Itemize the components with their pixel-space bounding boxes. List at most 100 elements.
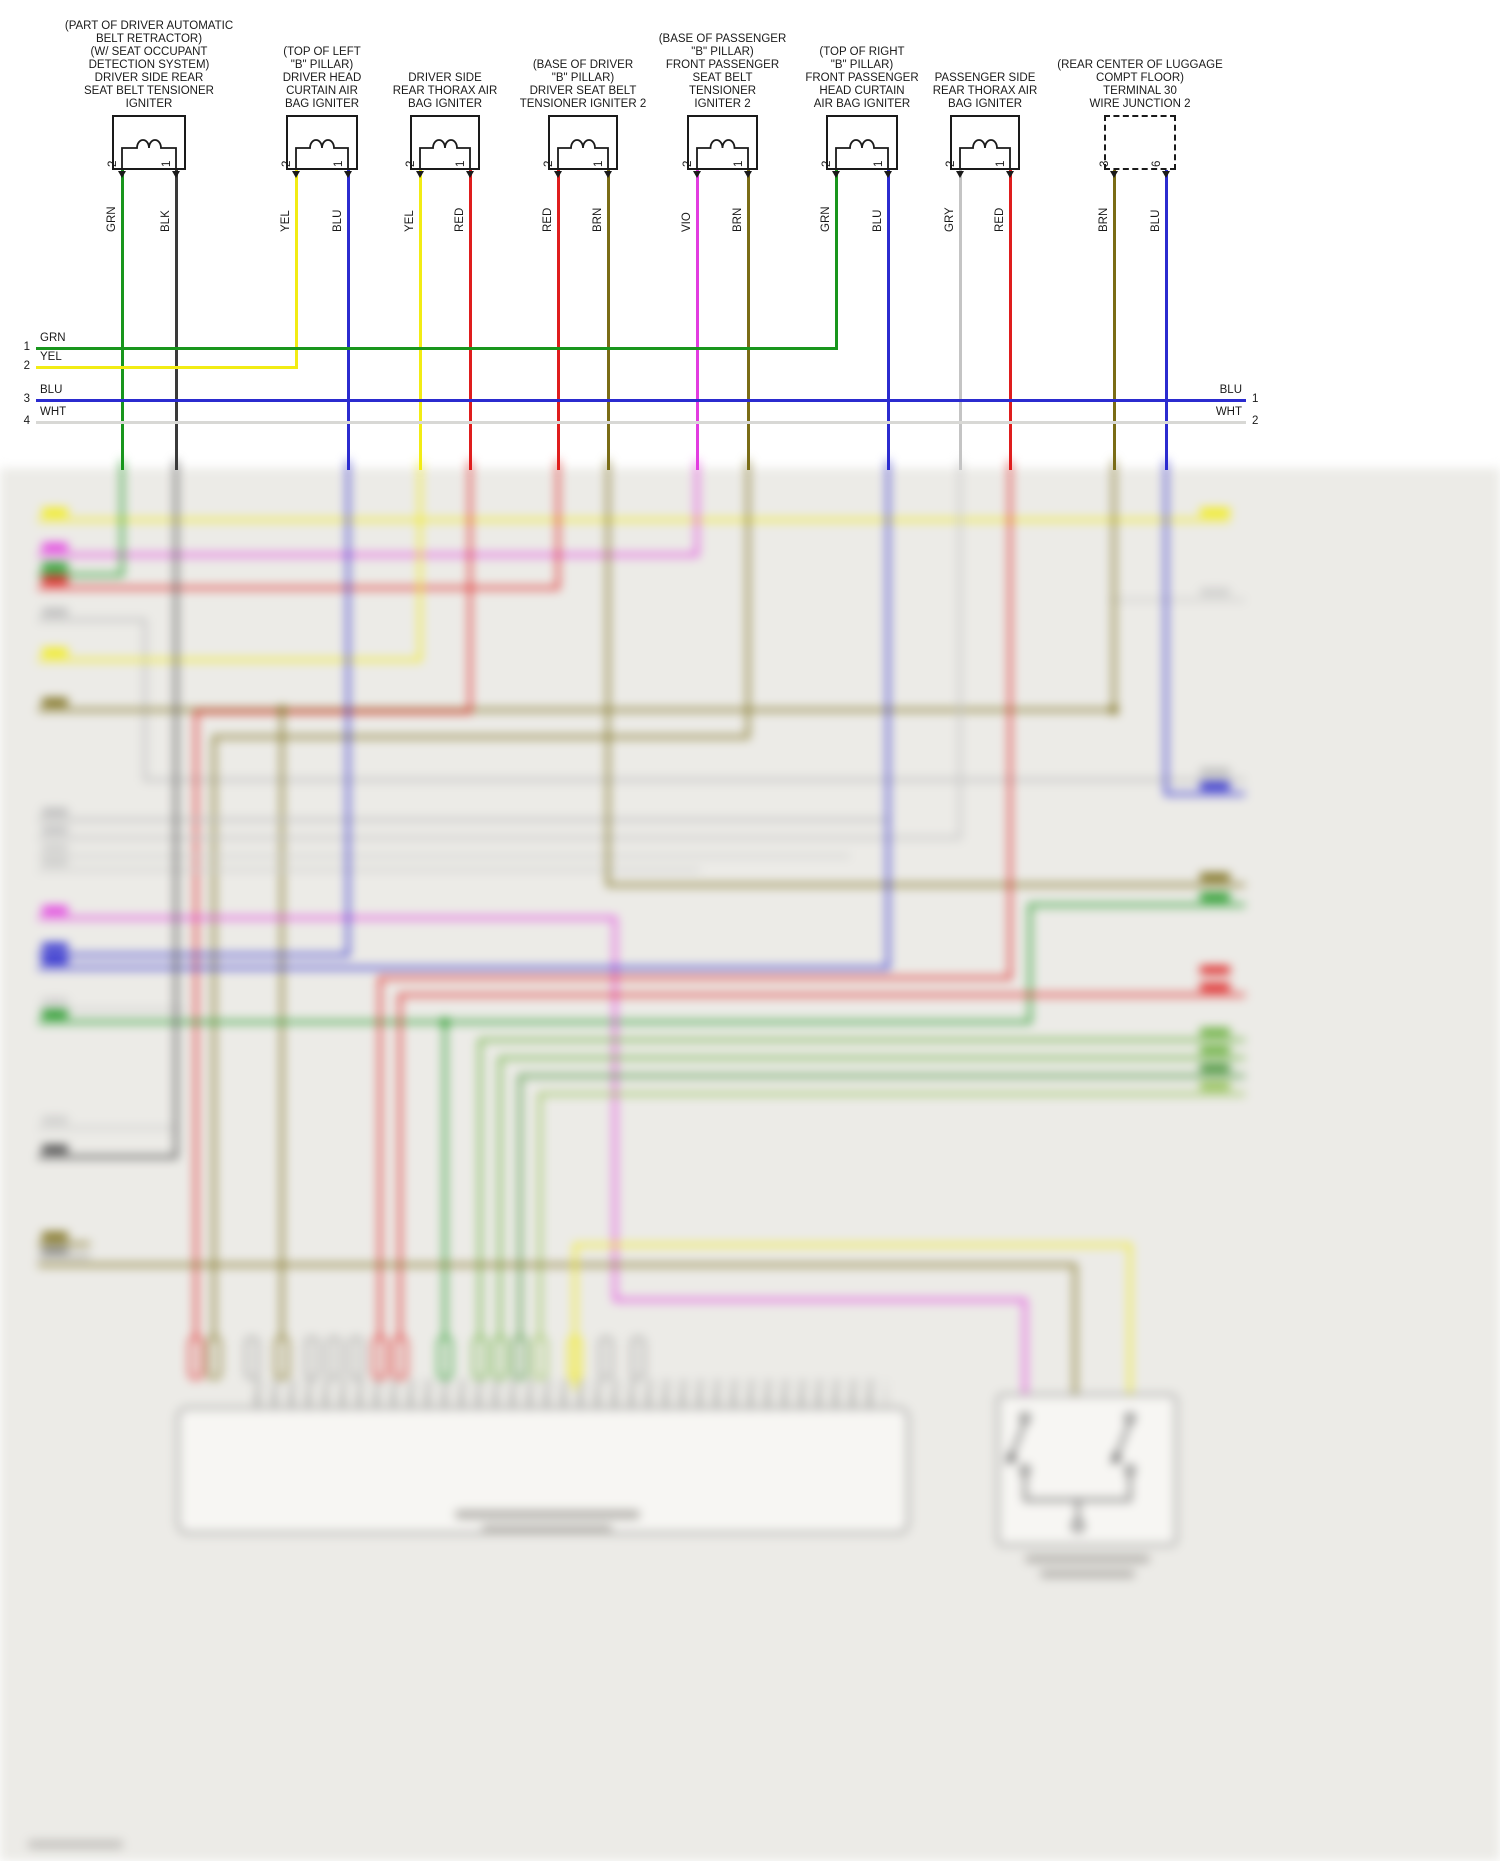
igniter-squib-symbol xyxy=(835,139,889,168)
pin-arrow xyxy=(172,171,180,178)
driver-seat-belt-tensioner-igniter-2-box xyxy=(548,115,618,170)
pin-arrow xyxy=(1006,171,1014,178)
wire-VIO xyxy=(695,170,699,470)
pin-arrow xyxy=(604,171,612,178)
pin-arrow xyxy=(292,171,300,178)
driver-head-curtain-air-bag-igniter-label: (TOP OF LEFT "B" PILLAR) DRIVER HEAD CUR… xyxy=(282,46,362,110)
wire-color-label: BLU xyxy=(332,209,344,232)
bus-wire-YEL xyxy=(36,365,298,369)
pin-arrow xyxy=(1110,171,1118,178)
pin-number: 2 xyxy=(682,160,694,167)
wire-color-label: BRN xyxy=(592,207,604,232)
pin-number: 2 xyxy=(543,160,555,167)
wire-RED xyxy=(468,170,472,470)
pin-arrow xyxy=(466,171,474,178)
pin-arrow xyxy=(956,171,964,178)
wire-RED xyxy=(1008,170,1012,470)
front-passenger-head-curtain-air-bag-igniter-box xyxy=(826,115,898,170)
pin-number: 3 xyxy=(1099,160,1111,167)
wire-color-label: RED xyxy=(994,207,1006,232)
wire-color-label: BLK xyxy=(160,210,172,232)
pin-number: 1 xyxy=(333,160,345,167)
igniter-squib-symbol xyxy=(959,139,1011,168)
driver-seat-belt-tensioner-igniter-2-label: (BASE OF DRIVER "B" PILLAR) DRIVER SEAT … xyxy=(519,59,647,110)
passenger-side-rear-thorax-air-bag-igniter-box xyxy=(950,115,1020,170)
passenger-side-rear-thorax-air-bag-igniter-label: PASSENGER SIDE REAR THORAX AIR BAG IGNIT… xyxy=(932,72,1038,110)
blurred-diagram-region xyxy=(0,460,1500,1861)
terminal-30-wire-junction-2-label: (REAR CENTER OF LUGGAGE COMPT FLOOR) TER… xyxy=(1057,59,1223,110)
wire-color-label: BLU xyxy=(872,209,884,232)
bus-wire-WHT xyxy=(36,420,1246,424)
pin-arrow xyxy=(554,171,562,178)
driver-side-rear-thorax-air-bag-igniter-box xyxy=(410,115,480,170)
wire-BLK xyxy=(174,170,178,470)
driver-side-rear-thorax-air-bag-igniter-label: DRIVER SIDE REAR THORAX AIR BAG IGNITER xyxy=(392,72,498,110)
pin-arrow xyxy=(832,171,840,178)
pin-number: 2 xyxy=(107,160,119,167)
igniter-squib-symbol xyxy=(696,139,749,168)
pin-arrow xyxy=(344,171,352,178)
bus-left-label: GRN xyxy=(40,332,66,344)
wire-color-label: GRN xyxy=(820,206,832,232)
wire-BRN xyxy=(1112,170,1116,470)
pin-arrow xyxy=(118,171,126,178)
wire-color-label: GRY xyxy=(944,207,956,232)
wire-GRY xyxy=(958,170,962,470)
pin-arrow xyxy=(416,171,424,178)
bus-right-number: 1 xyxy=(1252,393,1259,405)
pin-number: 1 xyxy=(873,160,885,167)
wire-BRN xyxy=(606,170,610,470)
pin-number: 2 xyxy=(821,160,833,167)
pin-arrow xyxy=(693,171,701,178)
wire-color-label: YEL xyxy=(404,210,416,232)
pin-arrow xyxy=(884,171,892,178)
bus-right-label: BLU xyxy=(1219,384,1242,396)
bus-left-number: 2 xyxy=(23,360,30,372)
wire-color-label: BRN xyxy=(1098,207,1110,232)
igniter-squib-symbol xyxy=(557,139,609,168)
wire-color-label: BLU xyxy=(1150,209,1162,232)
pin-number: 2 xyxy=(281,160,293,167)
bus-left-label: BLU xyxy=(40,384,63,396)
bus-wire-GRN xyxy=(36,346,838,350)
pin-number: 2 xyxy=(405,160,417,167)
bus-left-number: 4 xyxy=(23,415,30,427)
wire-color-label: GRN xyxy=(106,206,118,232)
igniter-squib-symbol xyxy=(121,139,177,168)
igniter-squib-symbol xyxy=(295,139,349,168)
wire-YEL xyxy=(294,170,298,367)
driver-head-curtain-air-bag-igniter-box xyxy=(286,115,358,170)
bus-left-label: WHT xyxy=(40,406,67,418)
wire-BLU xyxy=(886,170,890,470)
wire-GRN xyxy=(120,170,124,470)
blurred-wiring-svg xyxy=(0,460,1500,1861)
pin-number: 6 xyxy=(1151,160,1163,167)
driver-side-rear-seat-belt-tensioner-igniter-box xyxy=(112,115,186,170)
front-passenger-seat-belt-tensioner-igniter-2-box xyxy=(687,115,758,170)
wire-color-label: YEL xyxy=(280,210,292,232)
bus-left-number: 3 xyxy=(23,393,30,405)
pin-number: 2 xyxy=(945,160,957,167)
pin-number: 1 xyxy=(593,160,605,167)
wire-color-label: BRN xyxy=(732,207,744,232)
wire-color-label: RED xyxy=(454,207,466,232)
bus-left-number: 1 xyxy=(23,341,30,353)
pin-arrow xyxy=(1162,171,1170,178)
wire-color-label: VIO xyxy=(681,212,693,232)
pin-number: 1 xyxy=(455,160,467,167)
pin-number: 1 xyxy=(733,160,745,167)
wire-color-label: RED xyxy=(542,207,554,232)
terminal-30-wire-junction-2-box xyxy=(1104,115,1176,170)
bus-left-label: YEL xyxy=(40,351,62,363)
igniter-squib-symbol xyxy=(419,139,471,168)
bus-right-label: WHT xyxy=(1215,406,1242,418)
front-passenger-seat-belt-tensioner-igniter-2-label: (BASE OF PASSENGER "B" PILLAR) FRONT PAS… xyxy=(658,33,787,110)
wire-BLU xyxy=(346,170,350,470)
wire-RED xyxy=(556,170,560,470)
wire-BLU xyxy=(1164,170,1168,470)
bus-wire-BLU xyxy=(36,398,1246,402)
front-passenger-head-curtain-air-bag-igniter-label: (TOP OF RIGHT "B" PILLAR) FRONT PASSENGE… xyxy=(805,46,919,110)
pin-number: 1 xyxy=(161,160,173,167)
